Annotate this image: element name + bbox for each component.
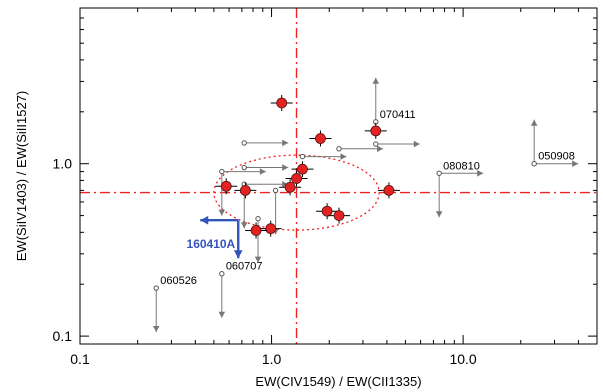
limit-point bbox=[218, 168, 266, 216]
limit-marker bbox=[436, 170, 442, 176]
detection-marker bbox=[370, 125, 382, 137]
limit-point: 050908 bbox=[530, 119, 579, 168]
detection-point bbox=[316, 203, 339, 220]
limit-point: 060526 bbox=[152, 275, 197, 333]
detection-marker bbox=[315, 133, 326, 144]
detection-marker bbox=[321, 205, 333, 217]
detection-marker bbox=[265, 223, 277, 235]
x-axis-label: EW(CIV1549) / EW(CII1335) bbox=[255, 374, 421, 389]
detection-point bbox=[377, 182, 400, 199]
detection-point bbox=[285, 170, 308, 187]
detection-point bbox=[259, 220, 282, 237]
detection-marker bbox=[383, 185, 395, 196]
highlight-label: 160410A bbox=[187, 237, 236, 251]
limit-marker bbox=[299, 153, 306, 160]
x-tick-label: 1.0 bbox=[262, 351, 282, 367]
limit-point bbox=[336, 145, 384, 153]
limit-arrowhead-down bbox=[218, 311, 226, 318]
detection-marker bbox=[220, 180, 232, 192]
limit-marker bbox=[255, 215, 261, 222]
dotted-ellipse bbox=[213, 154, 380, 231]
detection-point bbox=[279, 179, 302, 196]
highlight-arrowhead-down bbox=[233, 250, 243, 259]
limit-marker bbox=[219, 168, 225, 175]
y-tick-label: 1.0 bbox=[53, 156, 73, 172]
detection-point bbox=[364, 122, 387, 139]
detection-point bbox=[234, 182, 257, 199]
limit-point bbox=[240, 180, 289, 229]
limit-marker bbox=[219, 271, 225, 277]
detection-marker bbox=[239, 185, 251, 196]
limit-arrowhead-right bbox=[477, 169, 484, 177]
limit-marker bbox=[336, 146, 342, 152]
limit-arrowhead-down bbox=[254, 256, 262, 263]
limit-arrowhead-down bbox=[218, 209, 226, 216]
limit-arrowhead-right bbox=[572, 160, 579, 168]
limit-marker bbox=[241, 164, 247, 171]
y-tick-label: 0.1 bbox=[53, 328, 73, 344]
point-label: 070411 bbox=[380, 109, 416, 121]
limit-arrowhead-down bbox=[152, 326, 160, 333]
limit-point: 060707 bbox=[218, 261, 263, 318]
limit-arrowhead-right bbox=[340, 153, 347, 160]
limit-arrowhead-up bbox=[372, 77, 380, 84]
limit-point: 080810 bbox=[435, 160, 484, 218]
limit-arrowhead-down bbox=[240, 222, 248, 229]
highlight-arrowhead-left bbox=[200, 215, 209, 225]
detection-marker bbox=[276, 97, 288, 109]
limit-arrowhead-right bbox=[377, 145, 384, 153]
points-layer bbox=[215, 94, 400, 239]
limits-layer: 060526 060707 070411 080810 050908 bbox=[152, 77, 579, 333]
reference-layer bbox=[80, 8, 597, 344]
detection-point bbox=[245, 222, 268, 239]
limit-arrowhead-right bbox=[413, 140, 420, 148]
limit-arrowhead-up bbox=[530, 119, 538, 126]
point-label: 050908 bbox=[538, 151, 575, 163]
detection-point bbox=[328, 207, 351, 224]
point-label: 060526 bbox=[160, 275, 197, 287]
detection-point bbox=[270, 94, 293, 111]
detection-point bbox=[215, 178, 238, 195]
detection-marker bbox=[333, 210, 345, 222]
limit-marker bbox=[272, 187, 279, 194]
limit-marker bbox=[531, 161, 537, 167]
limit-marker bbox=[153, 285, 159, 291]
limit-arrowhead-down bbox=[435, 211, 443, 218]
detection-marker bbox=[284, 181, 296, 193]
detection-marker bbox=[250, 225, 262, 236]
limit-point: 070411 bbox=[372, 77, 416, 125]
ticks-layer: 0.1 1.0 10.0 0.1 1.0 bbox=[53, 7, 598, 367]
limit-marker bbox=[373, 141, 379, 147]
point-label: 060707 bbox=[226, 261, 263, 273]
x-tick-label: 0.1 bbox=[70, 351, 90, 367]
detection-marker bbox=[291, 173, 302, 184]
highlight-point: 160410A bbox=[187, 215, 243, 259]
plot-frame bbox=[79, 7, 598, 345]
highlight-layer: 160410A bbox=[187, 215, 243, 259]
limit-arrowhead-right bbox=[282, 180, 289, 188]
limit-point bbox=[373, 140, 420, 148]
limit-arrowhead-right bbox=[282, 164, 289, 171]
limit-point bbox=[299, 153, 347, 160]
x-tick-label: 10.0 bbox=[449, 351, 476, 367]
y-axis-label: EW(SiIV1403) / EW(SiII1527) bbox=[14, 91, 29, 262]
limit-point bbox=[241, 139, 289, 147]
limit-arrowhead-right bbox=[259, 168, 266, 175]
detection-point bbox=[309, 130, 332, 147]
limit-arrowhead-right bbox=[282, 139, 289, 147]
point-label: 080810 bbox=[443, 160, 480, 172]
detection-marker bbox=[297, 163, 308, 175]
limit-point bbox=[241, 164, 289, 171]
detection-point bbox=[291, 161, 314, 178]
limit-marker bbox=[241, 140, 247, 146]
